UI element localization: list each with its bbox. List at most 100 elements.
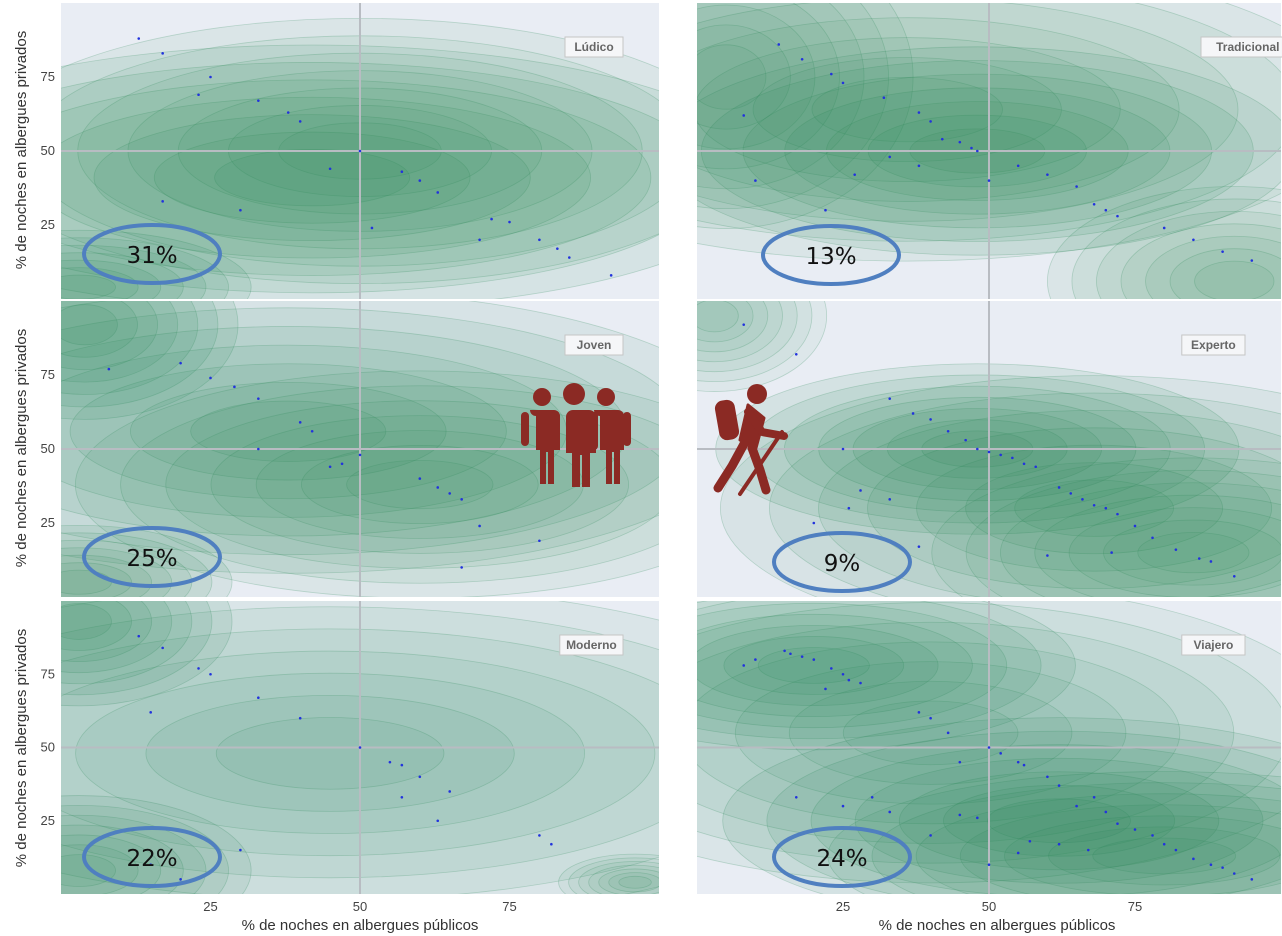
density-level (61, 603, 112, 640)
data-point (418, 775, 422, 779)
group-icon (521, 383, 631, 487)
panel-3: Experto (697, 301, 1281, 597)
share-label: 31% (126, 243, 177, 269)
data-point (789, 652, 792, 656)
data-point (478, 524, 481, 528)
data-point (859, 489, 862, 492)
x-tick-label: 25 (836, 899, 850, 914)
density-level (61, 569, 112, 595)
data-point (298, 716, 302, 720)
density-level (697, 601, 1076, 751)
density-level (811, 76, 1003, 143)
data-point (1250, 878, 1254, 881)
data-point (794, 796, 798, 799)
density-level (1014, 479, 1174, 537)
density-level (61, 301, 179, 383)
panel-label: Experto (1181, 334, 1246, 356)
data-point (1075, 185, 1078, 188)
data-point (239, 208, 242, 212)
data-point (888, 810, 892, 814)
data-point (149, 711, 152, 714)
data-point (1046, 775, 1049, 779)
density-level (618, 875, 652, 889)
density-level (965, 469, 1281, 597)
panel-4: 25 50 75 25 50 75 Moderno (41, 601, 659, 914)
ylabel-row3: % de noches en albergues privados (13, 629, 30, 868)
panel-1: Tradicional (697, 3, 1282, 299)
y-tick-label: 25 (41, 217, 55, 232)
data-point (754, 658, 757, 661)
density-level (697, 24, 791, 130)
density-level (61, 301, 239, 420)
data-point (179, 878, 182, 881)
data-point (1046, 554, 1049, 557)
data-point (1086, 848, 1090, 852)
density-level (93, 114, 531, 242)
share-annotation: 9% (772, 531, 912, 593)
ylabel-row2: % de noches en albergues privados (13, 329, 30, 568)
data-point (976, 816, 979, 820)
density-level (190, 400, 387, 462)
data-point (1197, 557, 1201, 560)
density-level (854, 757, 1264, 884)
data-point (999, 453, 1002, 457)
data-point (812, 658, 816, 661)
density-level (697, 301, 783, 363)
data-point (400, 170, 404, 174)
density-contours (61, 601, 659, 894)
data-point (328, 167, 332, 171)
density-level (61, 244, 207, 299)
data-point (929, 716, 932, 720)
density-level (697, 602, 1008, 729)
share-annotation: 22% (82, 826, 222, 888)
density-level (697, 613, 973, 718)
panel-label-text: Tradicional (1216, 40, 1279, 54)
density-level (697, 624, 939, 706)
data-point (830, 667, 833, 670)
data-point (107, 367, 111, 371)
y-tick-label: 50 (41, 143, 55, 158)
density-level (916, 444, 1273, 572)
density-level (697, 17, 1180, 202)
data-point (976, 447, 979, 451)
data-point (400, 796, 404, 799)
density-level (697, 3, 889, 210)
data-point (1057, 486, 1061, 489)
density-level (1000, 482, 1281, 597)
density-level (898, 771, 1220, 871)
density-level (1120, 223, 1281, 299)
density-level (61, 301, 199, 395)
panel-label: Tradicional (1200, 36, 1282, 58)
data-point (257, 447, 260, 451)
data-point (149, 863, 152, 866)
data-point (1046, 173, 1049, 176)
density-level (568, 857, 659, 894)
hiker-icon (713, 384, 788, 496)
density-level (1194, 260, 1275, 299)
data-point (1104, 208, 1108, 212)
density-level (788, 680, 1073, 785)
density-level (734, 661, 1127, 805)
y-tick-label: 50 (41, 740, 55, 755)
data-point (1116, 512, 1119, 516)
density-level (697, 3, 865, 190)
data-point (358, 746, 362, 749)
data-point (917, 545, 921, 548)
density-level (987, 798, 1131, 844)
data-point (298, 421, 302, 424)
data-point (1192, 857, 1195, 861)
density-level (1096, 211, 1281, 299)
data-point (436, 486, 440, 489)
density-level (61, 259, 162, 299)
density-level (697, 3, 840, 170)
data-point (1116, 822, 1119, 825)
data-point (1192, 238, 1195, 242)
data-point (830, 72, 833, 76)
data-point (742, 114, 746, 117)
data-point (987, 863, 991, 866)
data-point (800, 57, 804, 61)
data-point (841, 804, 845, 808)
highlight-ellipse (761, 224, 901, 286)
share-annotation: 25% (82, 526, 222, 588)
